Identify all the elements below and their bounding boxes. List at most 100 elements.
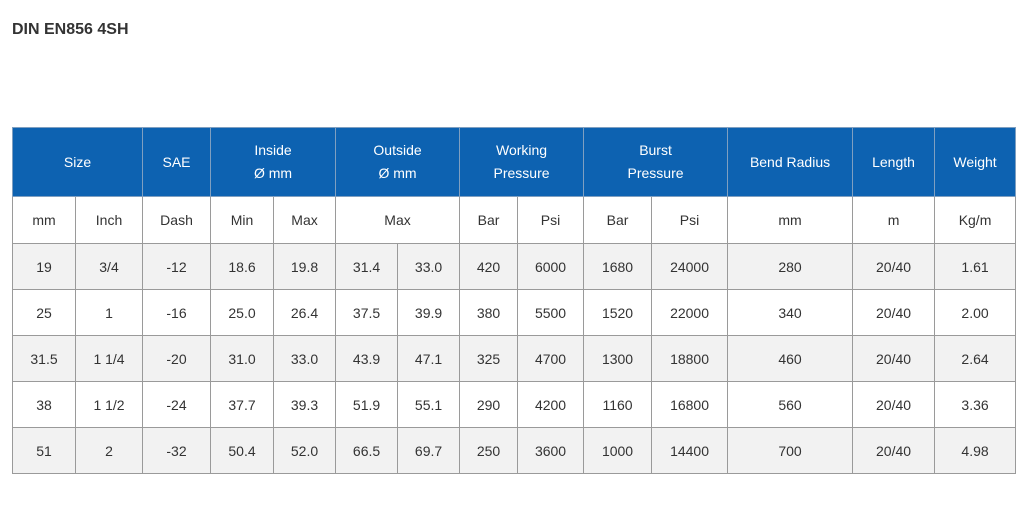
header-line: Ø mm — [378, 165, 417, 181]
unit-cell: mm — [727, 196, 854, 244]
unit-cell: Bar — [583, 196, 653, 244]
data-cell: 22000 — [651, 289, 729, 336]
header-line: Pressure — [493, 165, 550, 181]
data-cell: 26.4 — [273, 289, 337, 336]
data-cell: 280 — [727, 243, 854, 290]
data-cell: 325 — [459, 335, 519, 382]
data-cell: 700 — [727, 427, 854, 474]
data-cell: 6000 — [517, 243, 585, 290]
unit-cell: m — [852, 196, 936, 244]
data-cell: 1 1/2 — [74, 381, 144, 428]
data-cell: 51.9 — [335, 381, 399, 428]
data-cell: 52.0 — [273, 427, 337, 474]
data-cell: 1160 — [583, 381, 653, 428]
header-cell: Burst Pressure — [583, 127, 729, 197]
data-cell: 1 1/4 — [74, 335, 144, 382]
data-cell: 20/40 — [852, 289, 936, 336]
unit-cell: mm — [12, 196, 76, 244]
data-cell: 18800 — [651, 335, 729, 382]
header-cell: Size — [11, 127, 144, 197]
data-cell: 33.0 — [273, 335, 337, 382]
header-cell: Bend Radius — [727, 127, 854, 197]
unit-cell: Max — [335, 196, 461, 244]
header-cell: Inside Ø mm — [210, 127, 337, 197]
unit-cell: Max — [273, 196, 337, 244]
data-cell: 69.7 — [397, 427, 461, 474]
unit-cell: Psi — [517, 196, 585, 244]
data-cell: 38 — [12, 381, 76, 428]
data-cell: 5500 — [517, 289, 585, 336]
data-cell: 1300 — [583, 335, 653, 382]
header-line: SAE — [162, 153, 191, 170]
data-cell: 39.9 — [397, 289, 461, 336]
data-cell: 290 — [459, 381, 519, 428]
data-cell: 31.5 — [12, 335, 76, 382]
data-row: 51 2 -32 50.4 52.0 66.5 69.7 250 3600 1000 14400 70… — [12, 427, 1017, 474]
data-cell: 3600 — [517, 427, 585, 474]
header-line: Outside — [373, 142, 422, 158]
header-cell: SAE — [142, 127, 212, 197]
unit-cell: Kg/m — [934, 196, 1017, 244]
header-line: Working — [495, 142, 548, 158]
data-row: 38 1 1/2 -24 37.7 39.3 51.9 55.1 290 4200 1160 168… — [12, 381, 1017, 428]
data-cell: 14400 — [651, 427, 729, 474]
data-cell: 460 — [727, 335, 854, 382]
data-cell: -24 — [142, 381, 212, 428]
data-cell: 51 — [12, 427, 76, 474]
unit-cell: Inch — [74, 196, 144, 244]
unit-row: mm Inch Dash Min Max Max Bar Psi Bar Psi mm m Kg/m — [12, 196, 1017, 244]
data-cell: 2.00 — [934, 289, 1017, 336]
unit-cell: Min — [210, 196, 275, 244]
data-cell: 1520 — [583, 289, 653, 336]
data-cell: 2 — [74, 427, 144, 474]
data-cell: 47.1 — [397, 335, 461, 382]
data-cell: 1 — [74, 289, 144, 336]
data-cell: 66.5 — [335, 427, 399, 474]
page-title: DIN EN856 4SH — [12, 21, 129, 38]
data-cell: 37.5 — [335, 289, 399, 336]
header-cell: Length — [852, 127, 936, 197]
header-cell: Working Pressure — [459, 127, 585, 197]
data-cell: -12 — [142, 243, 212, 290]
data-cell: 20/40 — [852, 335, 936, 382]
spec-table: Size SAE Inside Ø mm Outside Ø mm Working Press… — [11, 127, 1017, 474]
data-cell: 55.1 — [397, 381, 461, 428]
data-cell: 2.64 — [934, 335, 1017, 382]
data-cell: -32 — [142, 427, 212, 474]
data-cell: 4200 — [517, 381, 585, 428]
header-line: Bend Radius — [749, 153, 831, 170]
data-cell: 560 — [727, 381, 854, 428]
header-cell: Outside Ø mm — [335, 127, 461, 197]
header-line: Weight — [953, 153, 997, 170]
data-cell: -20 — [142, 335, 212, 382]
data-cell: 380 — [459, 289, 519, 336]
header-line: Length — [872, 153, 915, 170]
data-cell: 37.7 — [210, 381, 275, 428]
data-cell: 4700 — [517, 335, 585, 382]
data-cell: 31.0 — [210, 335, 275, 382]
data-cell: 19.8 — [273, 243, 337, 290]
data-cell: 250 — [459, 427, 519, 474]
data-cell: 39.3 — [273, 381, 337, 428]
data-cell: 20/40 — [852, 243, 936, 290]
header-line: Pressure — [627, 165, 684, 181]
data-cell: 420 — [459, 243, 519, 290]
unit-cell: Psi — [651, 196, 729, 244]
data-cell: 19 — [12, 243, 76, 290]
data-cell: 16800 — [651, 381, 729, 428]
data-cell: 25 — [12, 289, 76, 336]
data-cell: 20/40 — [852, 381, 936, 428]
header-line: Inside — [254, 142, 292, 158]
header-line: Size — [63, 153, 92, 170]
data-cell: 1680 — [583, 243, 653, 290]
unit-cell: Dash — [142, 196, 212, 244]
data-cell: 31.4 — [335, 243, 399, 290]
header-line: Burst — [639, 142, 672, 158]
data-row: 31.5 1 1/4 -20 31.0 33.0 43.9 47.1 325 4700 1300 1… — [12, 335, 1017, 382]
data-cell: 4.98 — [934, 427, 1017, 474]
data-cell: 25.0 — [210, 289, 275, 336]
data-cell: 43.9 — [335, 335, 399, 382]
data-cell: 33.0 — [397, 243, 461, 290]
data-cell: 1.61 — [934, 243, 1017, 290]
data-cell: 18.6 — [210, 243, 275, 290]
